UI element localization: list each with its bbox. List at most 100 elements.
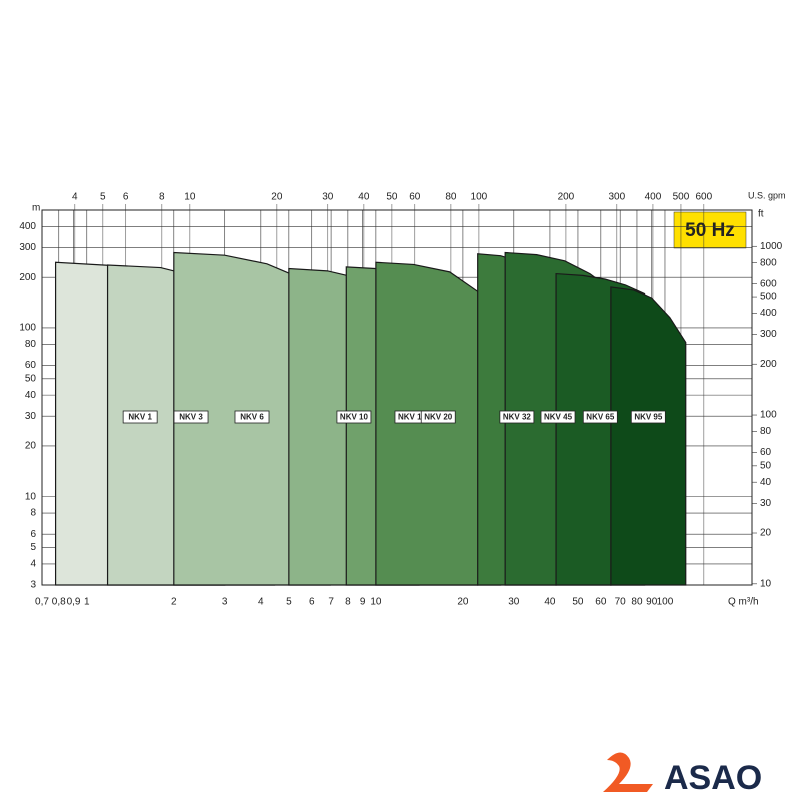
y2-tick-label: 800 bbox=[760, 257, 777, 268]
x2-tick-label: 100 bbox=[471, 192, 488, 203]
y2-tick-label: 200 bbox=[760, 359, 777, 370]
envelope-area bbox=[610, 286, 687, 586]
x-tick-label: 2 bbox=[171, 597, 177, 608]
x-tick-label: 100 bbox=[657, 597, 674, 608]
series-label-box bbox=[234, 410, 270, 424]
series-label-box bbox=[173, 410, 209, 424]
y2-tick-label: 80 bbox=[760, 426, 772, 437]
x-tick-label: 0,7 bbox=[35, 597, 49, 608]
series-label-text: NKV 45 bbox=[544, 413, 573, 422]
badge: 50 Hz bbox=[673, 211, 747, 249]
series-label: NKV 1 bbox=[122, 410, 158, 424]
y2-tick-label: 1000 bbox=[760, 241, 783, 252]
series-label-text: NKV 95 bbox=[634, 413, 663, 422]
y-tick-label: 50 bbox=[25, 373, 37, 384]
x2-tick-label: 200 bbox=[558, 192, 575, 203]
series-label: NKV 10 bbox=[336, 410, 372, 424]
y-tick-label: 4 bbox=[30, 559, 36, 570]
x-tick-label: 1 bbox=[84, 597, 90, 608]
x-tick-label: 0,8 bbox=[52, 597, 66, 608]
y2-tick-label: 300 bbox=[760, 329, 777, 340]
x2-tick-label: 400 bbox=[645, 192, 662, 203]
x-tick-label: 60 bbox=[595, 597, 607, 608]
badge-text: 50 Hz bbox=[685, 220, 735, 241]
series-label-text: NKV 20 bbox=[424, 413, 453, 422]
series-label-text: NKV 15 bbox=[398, 413, 427, 422]
series-label-text: NKV 65 bbox=[586, 413, 615, 422]
x-tick-label: 20 bbox=[457, 597, 469, 608]
x-tick-label: 90 bbox=[646, 597, 658, 608]
x2-tick-label: 5 bbox=[100, 192, 106, 203]
y2-tick-label: 10 bbox=[760, 578, 772, 589]
series-label: NKV 32 bbox=[499, 410, 535, 424]
series-label-box bbox=[630, 410, 666, 424]
x-tick-label: 9 bbox=[360, 597, 366, 608]
x-tick-label: 7 bbox=[328, 597, 334, 608]
x2-tick-label: 600 bbox=[695, 192, 712, 203]
y-tick-label: 300 bbox=[19, 242, 36, 253]
x-axis-label: Q m³/h bbox=[728, 597, 759, 608]
x2-tick-label: 20 bbox=[271, 192, 283, 203]
series-label-text: NKV 6 bbox=[240, 413, 264, 422]
y-axis-label: m bbox=[32, 203, 40, 214]
y2-tick-label: 20 bbox=[760, 528, 772, 539]
logo-text: ASAO bbox=[664, 759, 762, 797]
y-tick-label: 40 bbox=[25, 390, 37, 401]
x2-tick-label: 300 bbox=[608, 192, 625, 203]
x2-tick-label: 40 bbox=[358, 192, 370, 203]
y-tick-label: 10 bbox=[25, 491, 37, 502]
x-tick-label: 70 bbox=[615, 597, 627, 608]
x-tick-label: 50 bbox=[572, 597, 584, 608]
logo-mark bbox=[603, 752, 653, 792]
series-label: NKV 20 bbox=[420, 410, 456, 424]
x2-tick-label: 30 bbox=[322, 192, 334, 203]
series-label-box bbox=[336, 410, 372, 424]
y-tick-label: 20 bbox=[25, 441, 37, 452]
x-tick-label: 8 bbox=[345, 597, 351, 608]
logo: ASAO bbox=[603, 752, 762, 797]
y-tick-label: 80 bbox=[25, 339, 37, 350]
x2-tick-label: 8 bbox=[159, 192, 165, 203]
x-tick-label: 0,9 bbox=[67, 597, 81, 608]
series-label-text: NKV 10 bbox=[340, 413, 369, 422]
x-tick-label: 40 bbox=[544, 597, 556, 608]
series-label: NKV 45 bbox=[540, 410, 576, 424]
y-tick-label: 30 bbox=[25, 411, 37, 422]
y2-tick-label: 400 bbox=[760, 308, 777, 319]
series-label-box bbox=[582, 410, 618, 424]
y2-tick-label: 40 bbox=[760, 477, 772, 488]
x-tick-label: 4 bbox=[258, 597, 264, 608]
series-label-text: NKV 32 bbox=[503, 413, 532, 422]
x2-axis-label: U.S. gpm bbox=[748, 190, 786, 200]
y2-tick-label: 100 bbox=[760, 410, 777, 421]
series-label: NKV 65 bbox=[582, 410, 618, 424]
y2-axis-label: ft bbox=[758, 209, 764, 220]
series-label-box bbox=[122, 410, 158, 424]
x2-tick-label: 500 bbox=[673, 192, 690, 203]
x2-tick-label: 10 bbox=[184, 192, 196, 203]
y-tick-label: 8 bbox=[30, 508, 36, 519]
x-tick-label: 10 bbox=[370, 597, 382, 608]
series-label-text: NKV 3 bbox=[179, 413, 203, 422]
y-tick-label: 100 bbox=[19, 323, 36, 334]
y-tick-label: 6 bbox=[30, 529, 36, 540]
y2-tick-label: 500 bbox=[760, 292, 777, 303]
x-tick-label: 3 bbox=[222, 597, 228, 608]
x2-tick-label: 80 bbox=[445, 192, 457, 203]
x-tick-label: 30 bbox=[508, 597, 520, 608]
x2-tick-label: 50 bbox=[386, 192, 398, 203]
y-tick-label: 60 bbox=[25, 360, 37, 371]
y2-tick-label: 30 bbox=[760, 498, 772, 509]
x-tick-label: 6 bbox=[309, 597, 315, 608]
areas bbox=[54, 251, 687, 586]
badge-box bbox=[673, 211, 747, 249]
y-tick-label: 200 bbox=[19, 272, 36, 283]
series-label: NKV 3 bbox=[173, 410, 209, 424]
series-label: NKV 6 bbox=[234, 410, 270, 424]
x2-tick-label: 4 bbox=[72, 192, 78, 203]
x2-tick-label: 60 bbox=[409, 192, 421, 203]
x-tick-label: 5 bbox=[286, 597, 292, 608]
